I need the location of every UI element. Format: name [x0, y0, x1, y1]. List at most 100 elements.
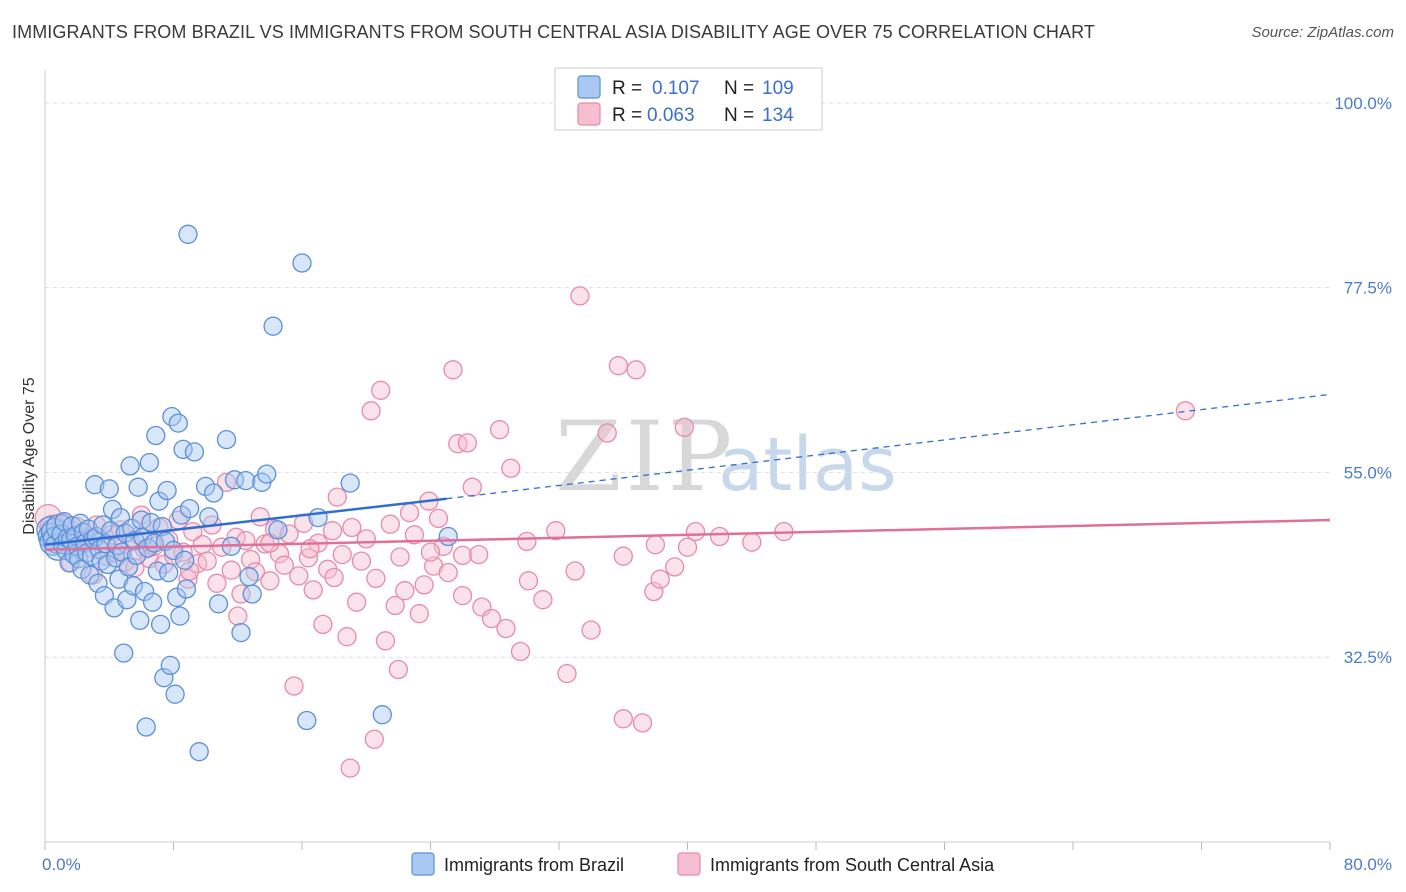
- sca-point-125: [517, 531, 537, 552]
- sca-point-59: [322, 521, 343, 541]
- brazil-point-93: [208, 594, 229, 614]
- brazil-point-79: [167, 587, 187, 607]
- brazil-point-50: [120, 456, 140, 476]
- sca-point-55: [303, 580, 323, 600]
- brazil-point-97: [231, 622, 251, 643]
- sca-point-119: [364, 729, 384, 749]
- brazil-point-62: [139, 452, 160, 473]
- sca-point-70: [375, 631, 396, 651]
- brazil-point-84: [175, 550, 195, 570]
- y-axis-tick-labels: 32.5% 55.0% 77.5% 100.0%: [1334, 94, 1392, 667]
- y-tick-label-3: 100.0%: [1334, 94, 1392, 113]
- sca-point-60: [327, 487, 347, 507]
- legend-swatch-sca: [577, 102, 601, 126]
- brazil-point-25: [80, 565, 100, 585]
- brazil-point-92: [204, 483, 224, 503]
- sca-point-94: [510, 641, 531, 662]
- brazil-point-28: [85, 475, 105, 495]
- sca-point-42: [240, 549, 261, 570]
- sca-point-84: [443, 360, 463, 380]
- sca-point-124: [469, 544, 489, 565]
- sca-point-77: [409, 604, 429, 624]
- brazil-point-69: [150, 614, 171, 635]
- brazil-point-74: [159, 562, 179, 583]
- brazil-point-80: [168, 413, 188, 433]
- sca-point-49: [274, 555, 294, 575]
- x-axis-ticks: [44, 842, 1331, 850]
- legend-sca-r-value: 0.063: [647, 105, 695, 126]
- sca-point-67: [361, 401, 381, 421]
- brazil-point-73: [157, 480, 177, 501]
- legend-brazil-n-value: 109: [762, 78, 794, 99]
- sca-point-83: [438, 562, 458, 583]
- sca-point-123: [452, 585, 473, 606]
- sca-point-64: [346, 592, 367, 612]
- series-south-central-asia-points: [34, 286, 1196, 778]
- sca-point-126: [565, 561, 585, 581]
- brazil-point-106: [297, 710, 317, 731]
- brazil-trend-extrapolated: [446, 393, 1331, 500]
- brazil-point-91: [199, 507, 219, 527]
- brazil-point-59: [134, 581, 155, 602]
- brazil-point-89: [189, 742, 209, 762]
- brazil-point-71: [154, 668, 174, 688]
- sca-point-98: [557, 663, 577, 684]
- sca-point-128: [645, 535, 666, 555]
- brazil-point-64: [142, 592, 163, 612]
- sca-point-113: [131, 505, 152, 525]
- x-tick-label-min: 0.0%: [42, 855, 81, 874]
- brazil-point-30: [88, 573, 108, 593]
- brazil-point-55: [128, 477, 148, 497]
- sca-point-127: [613, 546, 633, 566]
- brazil-point-52: [123, 576, 143, 596]
- brazil-point-37: [99, 479, 119, 499]
- sca-point-103: [613, 709, 633, 729]
- sca-point-105: [632, 713, 653, 733]
- sca-point-51: [284, 676, 304, 696]
- sca-point-118: [324, 567, 344, 588]
- sca-point-35: [207, 573, 227, 593]
- sca-point-66: [356, 529, 376, 549]
- legend-swatch-brazil: [577, 75, 601, 99]
- brazil-point-60: [136, 717, 156, 737]
- y-tick-label-0: 32.5%: [1344, 648, 1392, 667]
- y-tick-label-1: 55.0%: [1344, 463, 1392, 482]
- sca-point-102: [608, 356, 629, 376]
- watermark-atlas: atlas: [718, 422, 897, 508]
- brazil-point-100: [239, 567, 259, 587]
- sca-trend-line: [44, 518, 1331, 551]
- y-axis-label: Disability Age Over 75: [21, 377, 38, 535]
- x-tick-label-max: 80.0%: [1344, 855, 1392, 874]
- sca-point-122: [420, 542, 441, 562]
- source-credit: Source: ZipAtlas.com: [1251, 24, 1394, 41]
- sca-point-62: [337, 627, 357, 647]
- brazil-point-66: [146, 425, 166, 446]
- sca-point-75: [399, 503, 420, 523]
- sca-point-78: [414, 575, 434, 595]
- series-legend: Immigrants from Brazil Immigrants from S…: [411, 852, 995, 876]
- sca-point-91: [489, 420, 510, 440]
- brazil-point-87: [179, 498, 200, 519]
- sca-point-81: [428, 508, 449, 529]
- watermark-zip: ZIP: [555, 401, 736, 513]
- brazil-point-107: [308, 507, 328, 528]
- legend-sca-r-label: R =: [612, 105, 642, 126]
- sca-point-101: [597, 423, 617, 443]
- brazil-point-83: [173, 439, 193, 460]
- sca-point-87: [457, 433, 478, 453]
- sca-point-68: [366, 568, 386, 589]
- sca-point-96: [533, 590, 553, 610]
- sca-point-33: [197, 551, 217, 571]
- bottom-legend-swatch-brazil: [411, 852, 435, 876]
- bottom-legend-swatch-sca: [677, 852, 701, 876]
- brazil-point-56: [130, 610, 150, 630]
- sca-point-72: [385, 595, 405, 616]
- sca-point-92: [496, 618, 516, 639]
- chart-title: IMMIGRANTS FROM BRAZIL VS IMMIGRANTS FRO…: [12, 22, 1095, 42]
- brazil-trend-line: [44, 497, 447, 546]
- brazil-point-81: [170, 606, 190, 626]
- sca-point-71: [380, 514, 400, 534]
- brazil-point-102: [257, 464, 277, 484]
- sca-point-97: [546, 521, 566, 541]
- sca-point-129: [677, 537, 698, 557]
